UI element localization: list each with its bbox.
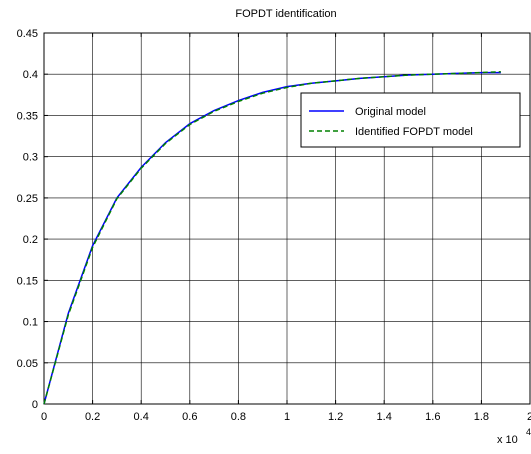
y-tick-label: 0.15 [17,275,38,287]
y-tick-label: 0.25 [17,193,38,205]
grid [43,32,531,405]
chart-title: FOPDT identification [235,8,336,20]
y-tick-label: 0.1 [23,317,38,329]
y-tick-label: 0 [32,399,38,411]
x-axis-multiplier: x 10 [497,434,518,446]
y-tick-label: 0.05 [17,358,38,370]
y-tick-label: 0.45 [17,28,38,40]
x-tick-label: 0.8 [231,411,246,423]
legend-label-identified: Identified FOPDT model [355,126,473,138]
axis-ticks: 0 0.2 0.4 0.6 0.8 1 1.2 1.4 1.6 1.8 2 0 0.05 0.1 0.15 0… [17,28,531,423]
x-tick-label: 2 [527,411,531,423]
x-tick-label: 1.6 [425,411,440,423]
legend-box [300,92,521,148]
legend-label-original: Original model [355,106,426,118]
y-tick-label: 0.3 [23,152,38,164]
x-tick-label: 0.4 [134,411,149,423]
x-tick-label: 0.2 [85,411,100,423]
x-tick-label: 0.6 [182,411,197,423]
legend: Original model Identified FOPDT model [300,92,521,148]
x-axis-multiplier-exponent: 4 [526,427,531,437]
y-tick-label: 0.35 [17,110,38,122]
series-line-identified-fopdt-model [43,71,501,405]
data-series [43,71,501,405]
y-tick-label: 0.2 [23,234,38,246]
x-tick-label: 1 [284,411,290,423]
y-tick-label: 0.4 [23,69,38,81]
x-tick-label: 0 [41,411,47,423]
x-tick-label: 1.2 [328,411,343,423]
x-tick-label: 1.8 [474,411,489,423]
x-tick-label: 1.4 [377,411,392,423]
